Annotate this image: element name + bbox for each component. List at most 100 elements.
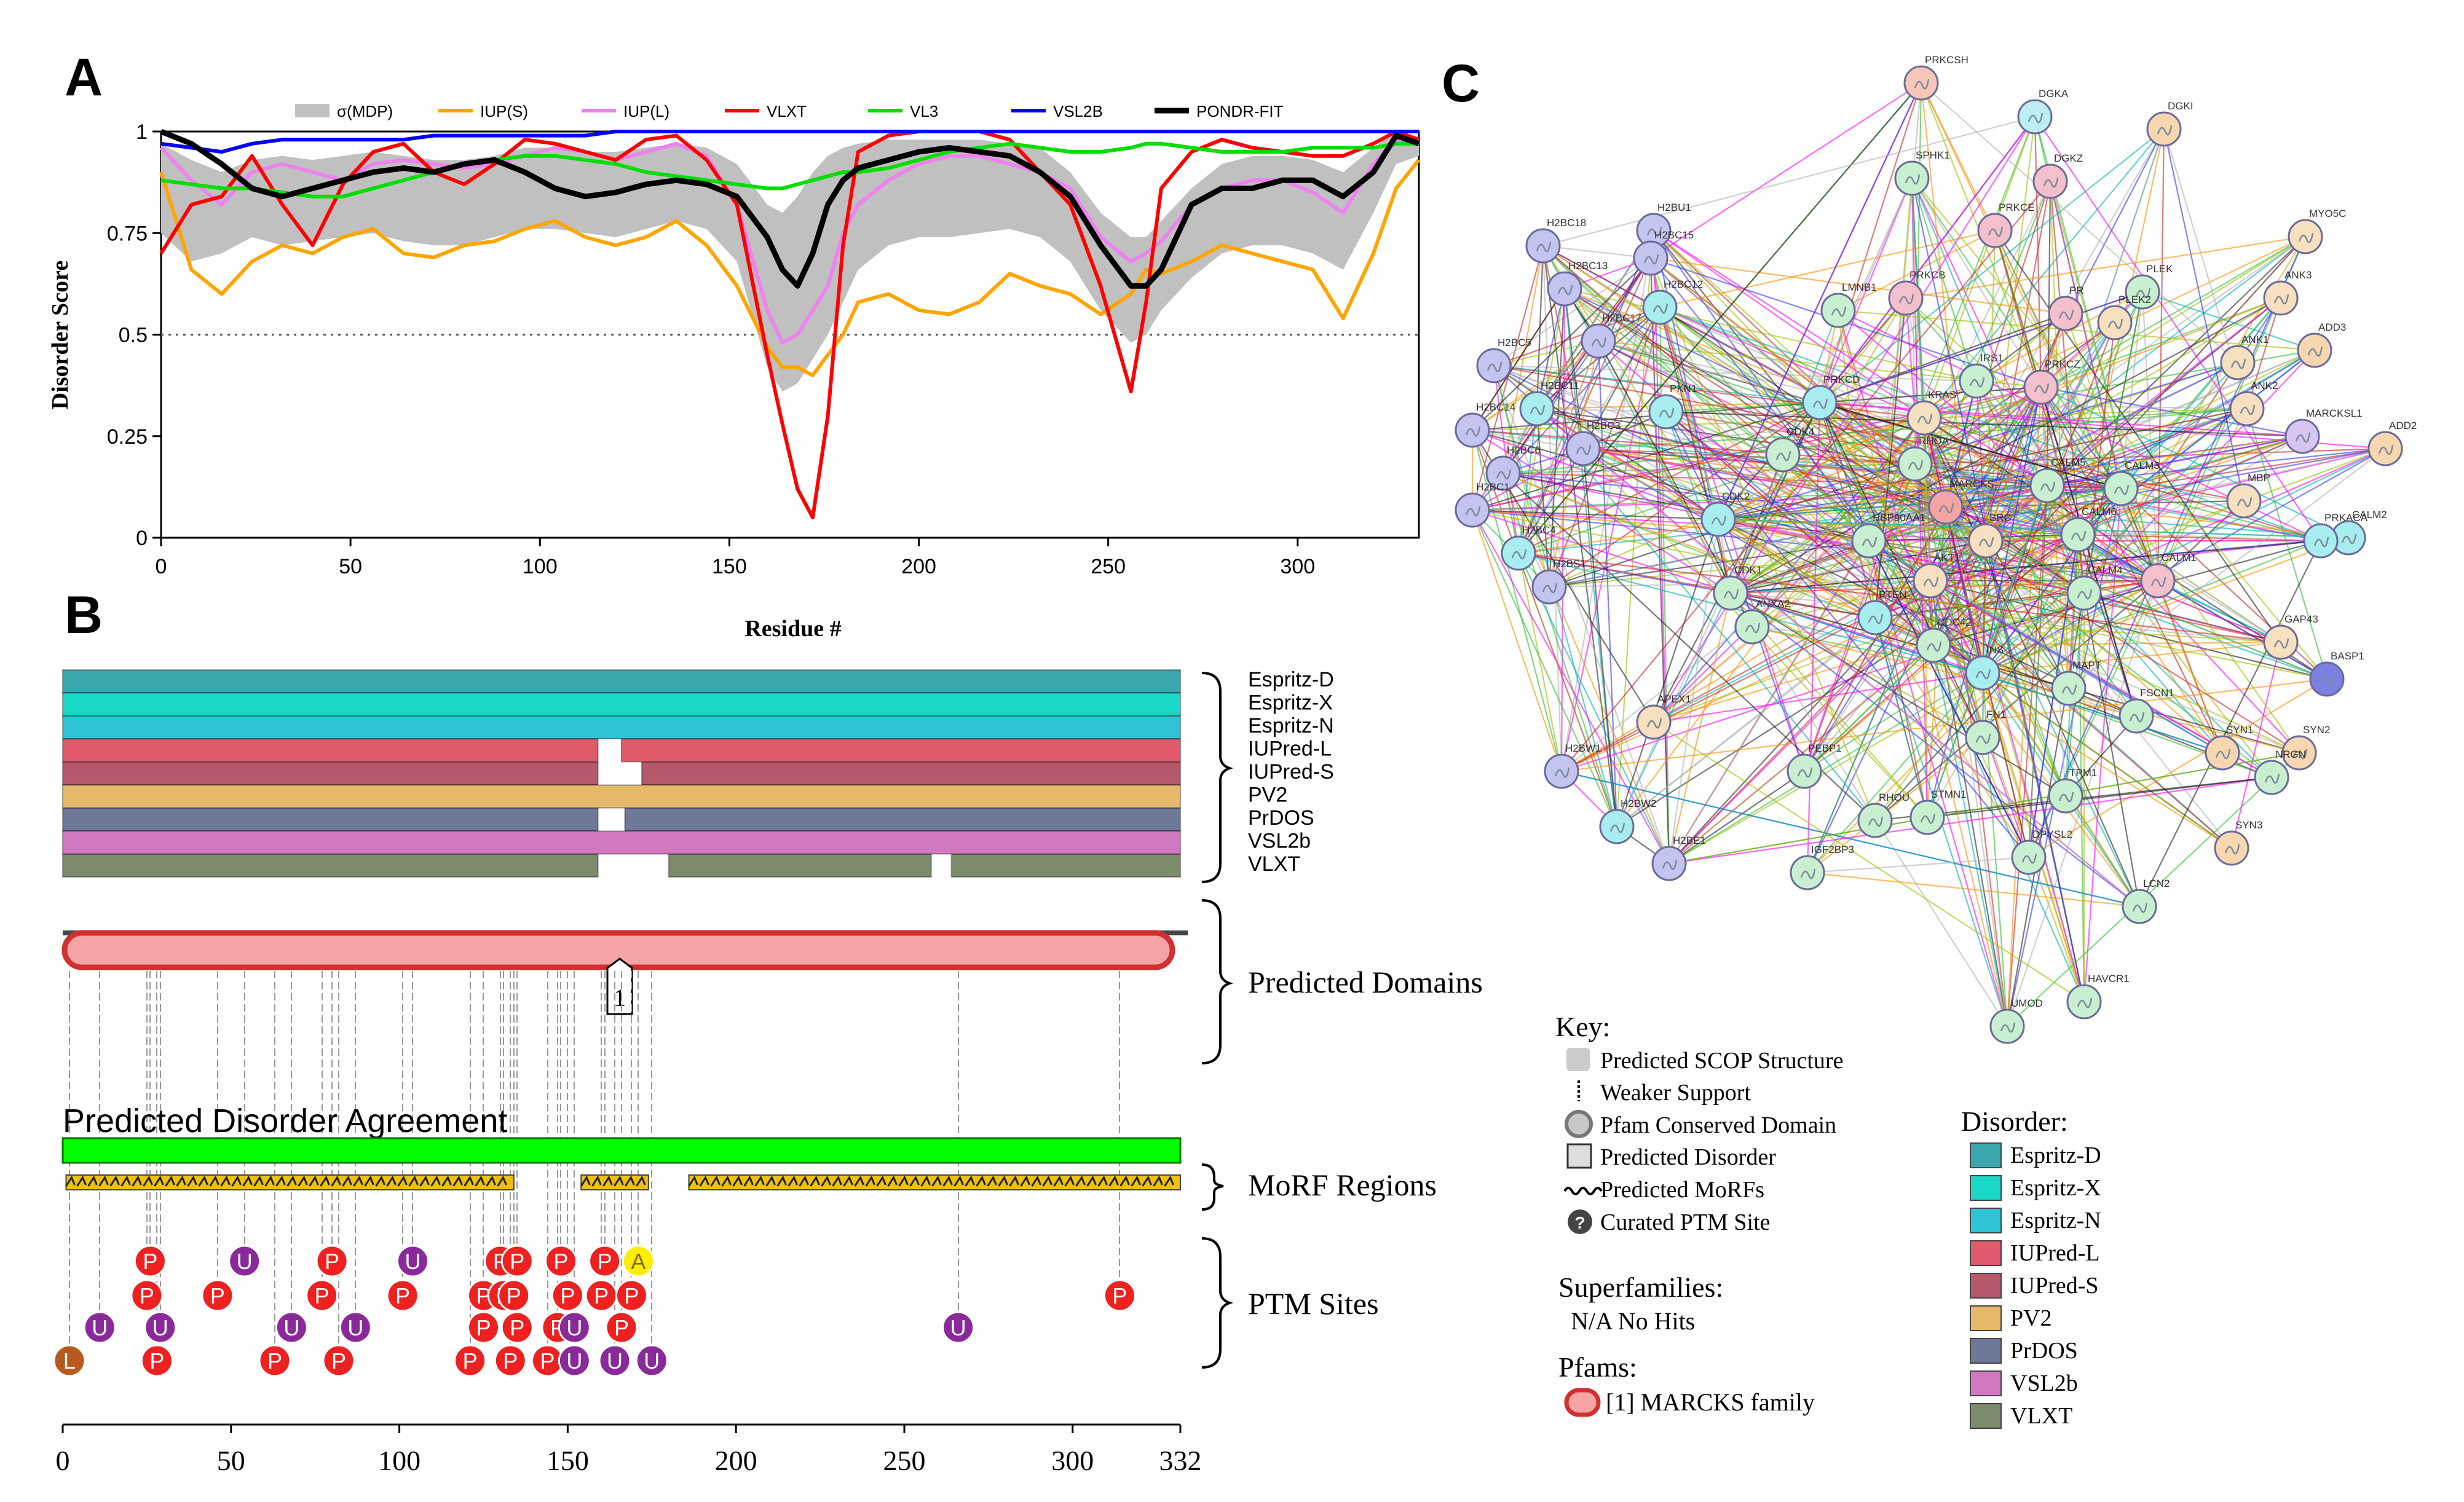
morf-segment xyxy=(688,1174,1181,1190)
domain-marker: 1 xyxy=(606,957,633,1015)
network-node: STMN1 xyxy=(1909,788,1967,835)
series-line-vsl2b xyxy=(160,130,1419,154)
node-label: CDK4 xyxy=(1787,426,1814,438)
network-node: LCN2 xyxy=(2122,878,2170,924)
network-edge xyxy=(1911,178,2122,489)
network-edge xyxy=(1472,509,1719,521)
disorder-title: Disorder: xyxy=(1961,1106,2068,1137)
predicted-disorder-icon xyxy=(1566,1143,1592,1169)
predicted-domains-label: Predicted Domains xyxy=(1248,965,1483,999)
ptm-type-label: P xyxy=(325,1249,339,1274)
network-edge xyxy=(1668,752,2300,865)
network-edge xyxy=(1981,672,2085,1002)
node-label: DGKZ xyxy=(2054,152,2083,164)
ptm-type-label: P xyxy=(507,1283,521,1308)
node-structure-icon xyxy=(1591,337,1607,348)
network-edge xyxy=(1650,258,1983,674)
network-edge xyxy=(1874,672,1983,821)
network-edge xyxy=(2120,487,2321,542)
network-edge xyxy=(1582,448,1618,827)
residue-tick-label: 332 xyxy=(1159,1445,1202,1476)
network-node: CDK1 xyxy=(1713,564,1762,611)
node-structure-icon xyxy=(1868,613,1884,624)
residue-axis-ticks: 0 50 100 150 200 250 300 332 xyxy=(56,1425,1202,1476)
x-tick-label: 250 xyxy=(1091,555,1126,578)
ptm-circle xyxy=(1103,1279,1136,1312)
ptm-type-label: P xyxy=(614,1315,629,1340)
node-structure-icon xyxy=(1646,226,1662,237)
network-edge xyxy=(1924,407,2248,419)
node-structure-icon xyxy=(1988,226,2004,237)
network-edge xyxy=(1920,82,1984,674)
network-edge xyxy=(1945,380,1978,508)
network-edge xyxy=(2077,534,2085,1002)
node-label: ADD2 xyxy=(2389,420,2417,431)
network-node: PRKCE xyxy=(1977,202,2035,248)
node-label: H2BC11 xyxy=(1541,380,1579,391)
network-node: CALM5 xyxy=(2029,457,2086,503)
network-edge xyxy=(2083,592,2223,753)
node-structure-icon xyxy=(2077,997,2093,1009)
network-edge xyxy=(1933,447,2386,647)
network-edge xyxy=(1616,519,1720,827)
network-edge xyxy=(1650,258,1820,403)
node-label: CDK2 xyxy=(1722,490,1750,502)
node-label: H2BC12 xyxy=(1664,278,1703,290)
network-node: CALM1 xyxy=(2140,552,2197,599)
network-edge xyxy=(1911,178,2070,689)
node-label: BASP1 xyxy=(2331,650,2364,662)
network-edge xyxy=(1751,580,1931,628)
node-structure-icon xyxy=(2313,537,2329,548)
node-structure-icon xyxy=(1975,733,1991,744)
ptm-type-label: P xyxy=(540,1348,555,1374)
network-edges xyxy=(1471,82,2386,1027)
network-edge xyxy=(1924,417,2328,680)
node-label: H2BC3 xyxy=(1587,420,1621,431)
network-node: H2BC6 xyxy=(1485,444,1541,491)
node-label: MYO5C xyxy=(2309,208,2346,219)
network-edge xyxy=(2047,407,2248,487)
node-label: RHOA xyxy=(1919,435,1949,447)
network-node: H2BC4 xyxy=(1501,524,1556,571)
network-node: PRKCD xyxy=(1802,374,1860,420)
network-edge xyxy=(1472,509,1670,864)
node-label: PRKACA xyxy=(2324,512,2368,524)
network-node: SYN2 xyxy=(2281,724,2330,771)
ptm-circle xyxy=(497,1279,531,1312)
network-edge xyxy=(1502,472,1876,619)
morf-segment xyxy=(580,1174,649,1190)
network-edge xyxy=(1653,722,2085,1002)
network-node: H2BC15 xyxy=(1633,229,1694,276)
network-node: H2BC3 xyxy=(1565,420,1621,466)
legend-swatch xyxy=(295,104,330,117)
predicted-morfs-icon xyxy=(1563,1187,1603,1195)
network-edge xyxy=(1982,448,2386,674)
node-label: PR xyxy=(2069,285,2084,296)
predictor-label: PrDOS xyxy=(1248,806,1314,830)
ptm-circle xyxy=(558,1344,591,1377)
ptm-site: P xyxy=(201,1279,234,1312)
network-edge xyxy=(1653,230,1925,419)
network-edge xyxy=(1933,500,2245,646)
network-edge xyxy=(2047,350,2315,486)
node-label: DGKI xyxy=(2168,100,2194,112)
network-node: ANK2 xyxy=(2229,380,2278,427)
ptm-site: P xyxy=(551,1279,584,1312)
node-structure-icon xyxy=(1542,583,1558,594)
network-edge xyxy=(2246,408,2328,680)
network-edge xyxy=(1471,509,1618,827)
node-structure-icon xyxy=(2034,383,2050,394)
network-edge xyxy=(1668,672,1983,864)
network-edge xyxy=(1471,430,1618,827)
node-label: PTEN xyxy=(1879,589,1906,600)
ptm-type-label: U xyxy=(566,1348,582,1374)
network-node: IRS1 xyxy=(1959,352,2004,399)
network-node: ANXA2 xyxy=(1734,598,1790,645)
network-node: TPM1 xyxy=(2048,767,2097,814)
network-edge xyxy=(1493,364,1820,404)
network-edge xyxy=(1653,672,1983,723)
network-node: SYN3 xyxy=(2214,819,2262,866)
network-edge xyxy=(1981,313,2067,674)
node-structure-icon xyxy=(2240,404,2256,415)
node-label: DGKA xyxy=(2039,88,2069,100)
